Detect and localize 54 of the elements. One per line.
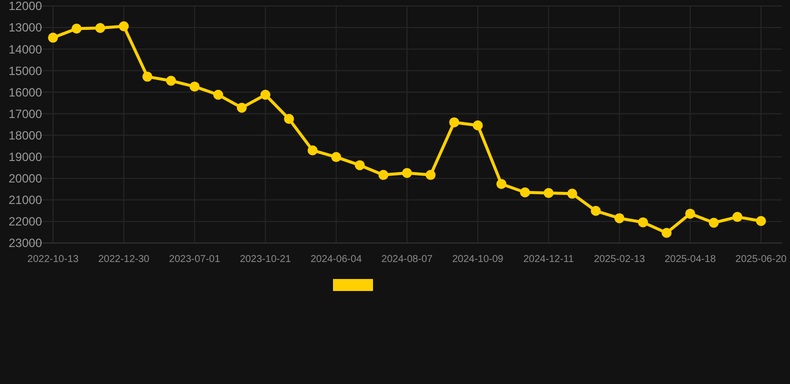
x-tick-label: 2024-08-07 [381,254,434,265]
point [236,102,247,113]
y-tick-label: 22000 [8,214,42,229]
point [142,72,152,82]
point [472,120,483,130]
point [72,24,82,34]
point [732,212,742,222]
point [590,206,601,216]
point [260,90,270,100]
x-tick-label: 2024-06-04 [310,254,362,265]
point [95,22,106,33]
y-tick-label: 19000 [8,150,42,164]
x-tick-label: 2023-07-01 [169,254,221,265]
point [638,217,648,228]
point [213,90,224,100]
point [685,208,696,219]
point [426,170,436,180]
x-tick-label: 2025-04-18 [664,254,716,265]
point [354,160,365,170]
point [662,228,672,238]
x-tick-label: 2024-12-11 [523,254,574,265]
point [118,21,129,32]
y-tick-label: 17000 [8,106,42,121]
x-tick-label: 2023-10-21 [240,254,292,265]
y-tick-label: 13000 [8,20,42,35]
point [520,187,530,198]
y-tick-label: 12000 [8,0,42,14]
y-tick-label: 16000 [8,85,42,100]
point [567,188,578,199]
y-tick-label: 15000 [8,64,42,78]
point [378,170,388,180]
point [190,82,200,92]
point [308,145,318,156]
y-tick-label: 18000 [8,128,42,142]
point [284,114,294,124]
x-tick-label: 2022-12-30 [98,254,150,265]
point [544,188,554,198]
point [708,218,719,228]
point [331,152,342,162]
y-tick-label: 14000 [8,42,42,56]
point [166,76,176,86]
point [449,117,460,128]
point [756,216,766,226]
point [496,178,506,189]
x-tick-label: 2025-06-20 [735,254,788,265]
x-tick-label: 2024-10-09 [452,254,504,265]
y-tick-label: 23000 [8,236,42,250]
point [402,168,412,178]
point [48,32,58,43]
y-tick-label: 21000 [8,193,42,208]
point [614,213,624,224]
x-tick-label: 2025-02-13 [594,254,646,265]
x-tick-label: 2022-10-13 [27,254,80,265]
y-tick-label: 20000 [8,172,42,186]
